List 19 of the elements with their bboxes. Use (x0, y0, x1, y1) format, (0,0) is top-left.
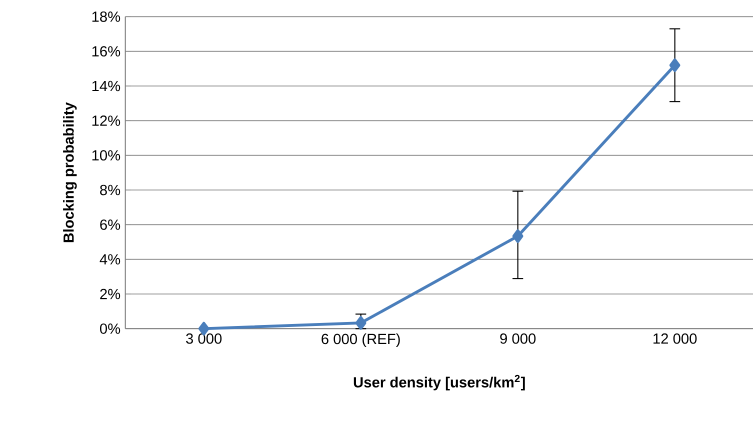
y-tick-label: 10% (92, 150, 120, 161)
x-tick-label: 3 000 (186, 333, 222, 344)
y-tick-label: 2% (100, 288, 120, 300)
y-tick-label: 12% (92, 116, 120, 126)
y-tick-label: 4% (100, 254, 120, 264)
y-tick-label: 8% (100, 184, 120, 196)
x-tick-label: 6 000 (REF) (322, 333, 400, 348)
y-tick-label: 14% (92, 80, 120, 92)
x-axis-title: User density [users/km$^{2}$] (354, 374, 525, 390)
point (669, 58, 680, 72)
x-tick-label: 9 000 (500, 333, 536, 344)
point (512, 229, 524, 243)
y-tick-label: 6% (100, 219, 120, 230)
point (355, 316, 366, 330)
y-axis-title: Blocking probability (63, 102, 77, 242)
y-tick-label: 18% (92, 11, 120, 22)
y-tick-label: 16% (92, 46, 120, 57)
y-tick-label: 0% (100, 323, 120, 334)
x-tick-label: 12 000 (654, 333, 697, 344)
